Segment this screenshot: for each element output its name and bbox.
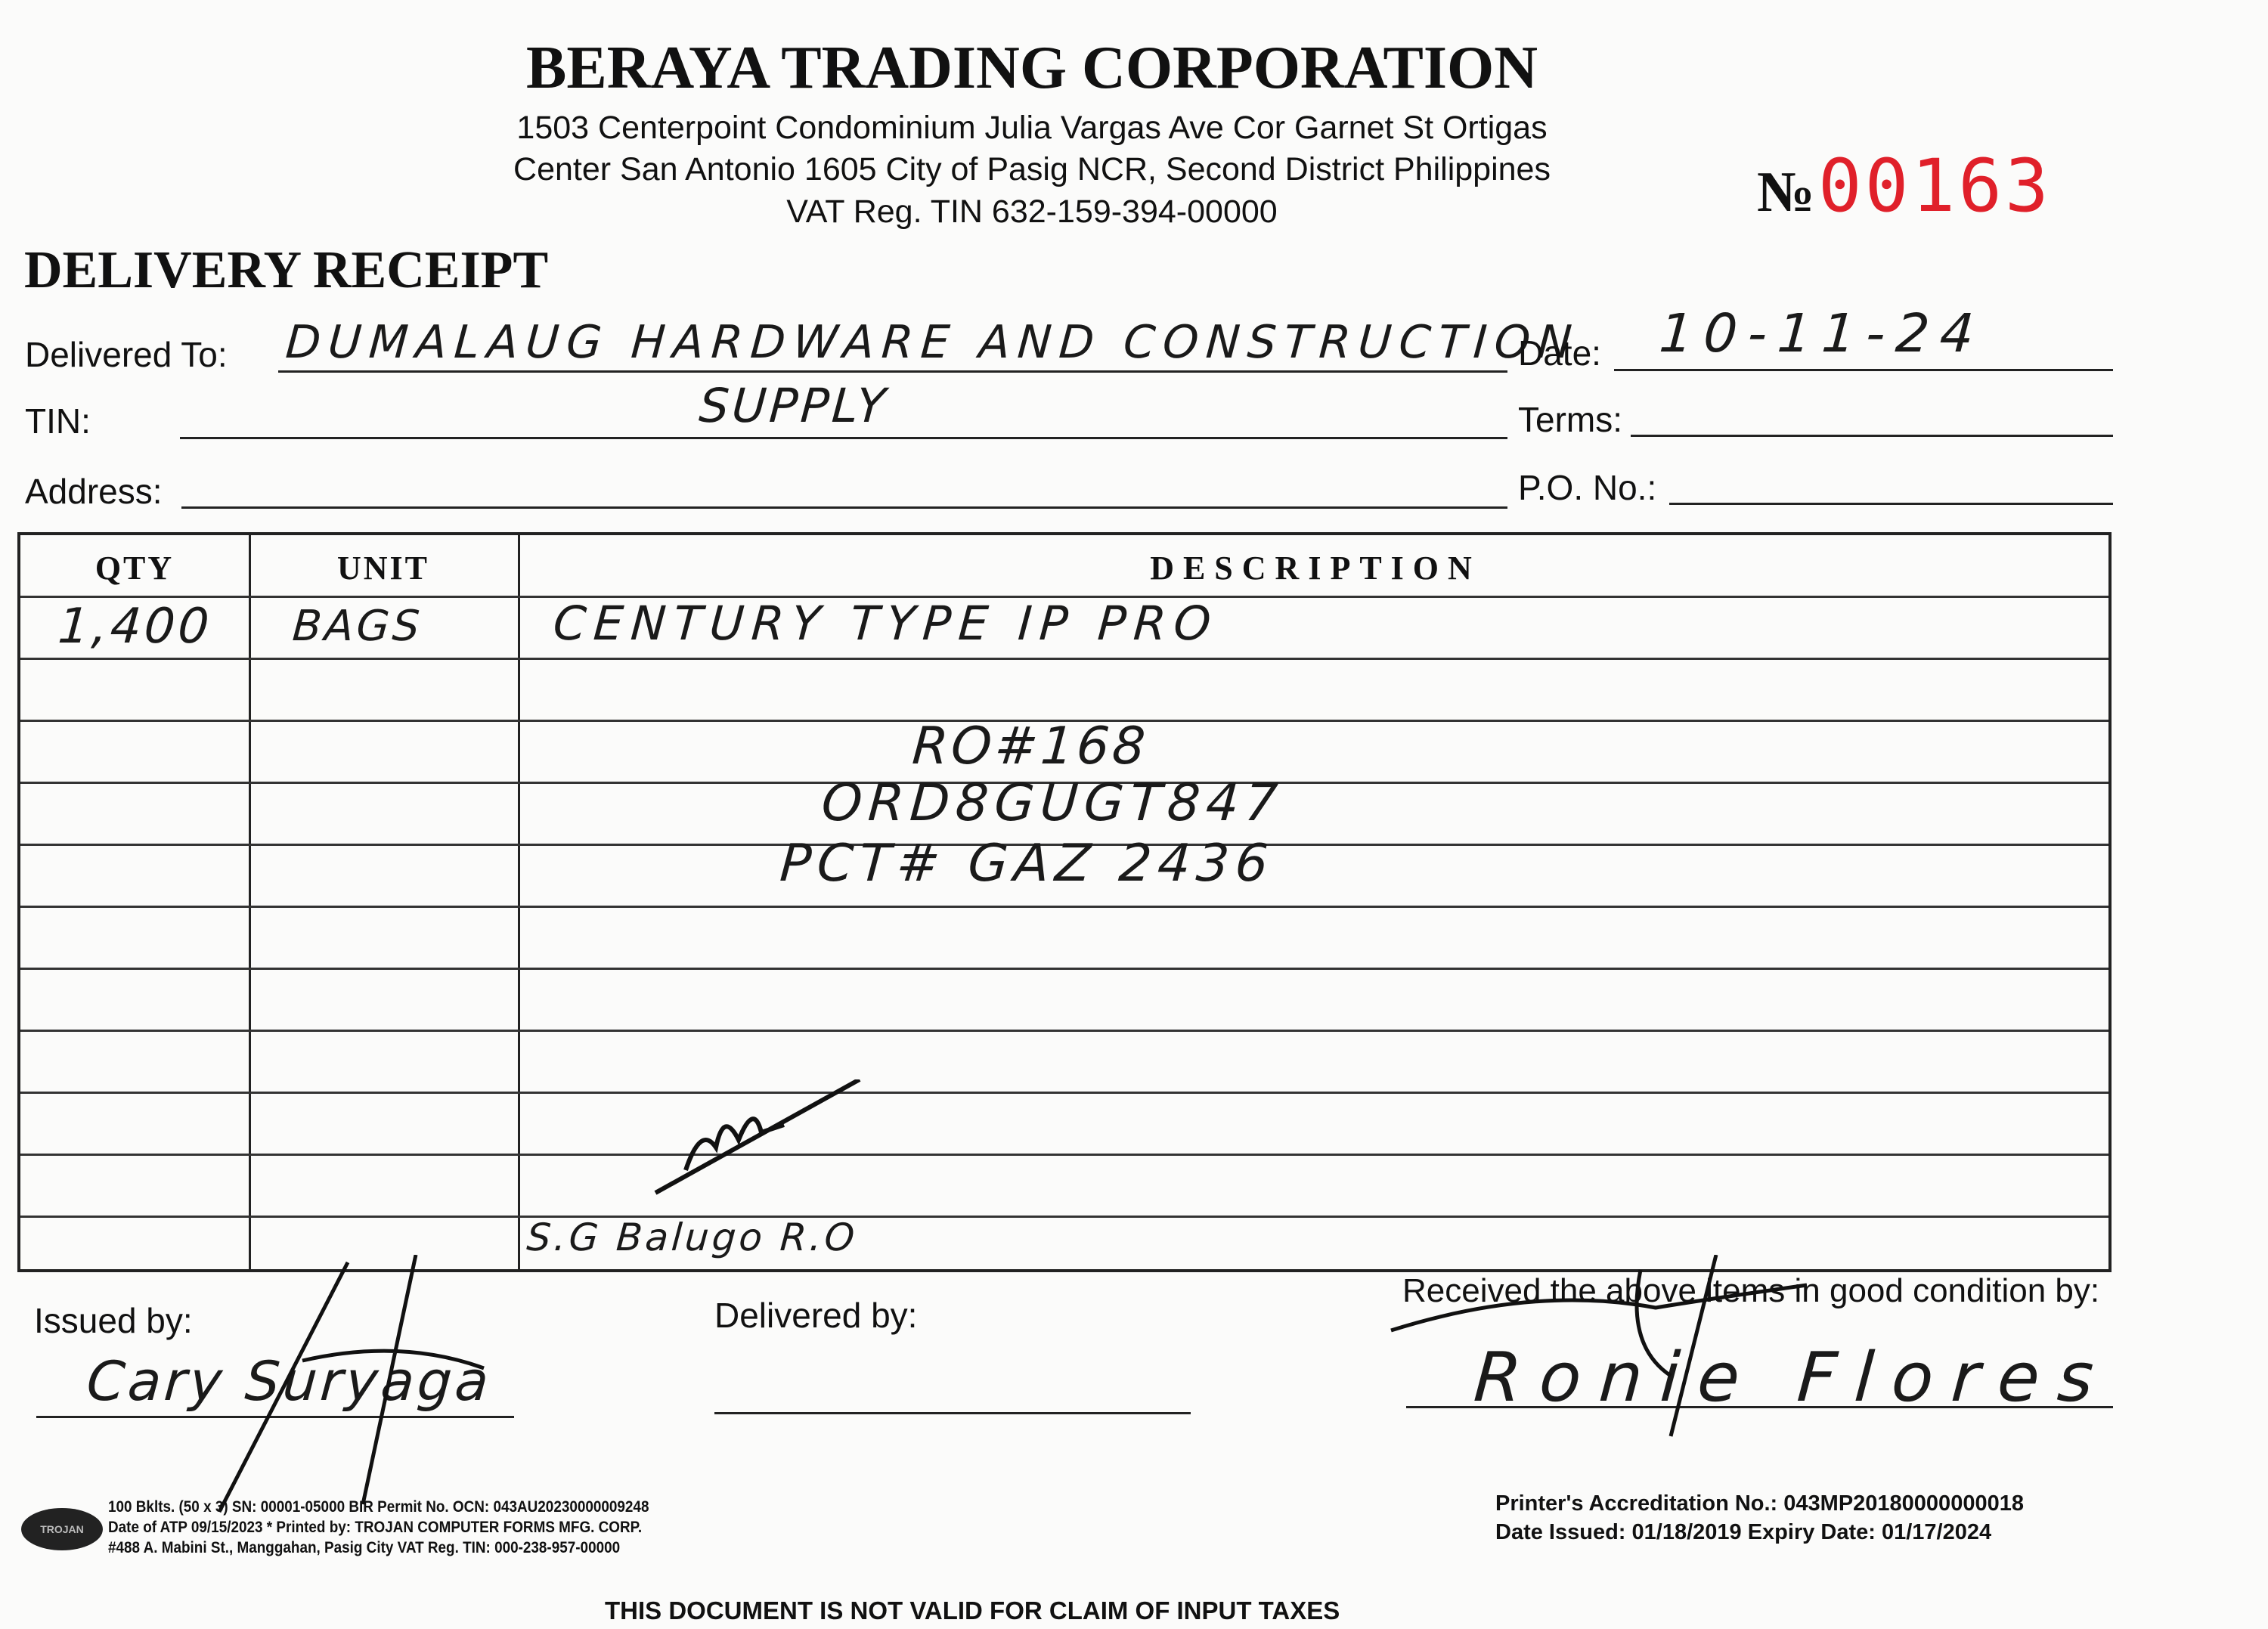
receipt-number: № 00163 — [1757, 144, 2052, 228]
row-divider — [20, 1030, 2108, 1032]
note-checker: S.G Balugo R.O — [525, 1216, 860, 1259]
date-value: 10-11-24 — [1657, 302, 1987, 364]
row-divider — [20, 844, 2108, 846]
checker-signature — [654, 1079, 861, 1195]
company-vat: VAT Reg. TIN 632-159-394-00000 — [786, 194, 1278, 230]
po-field[interactable] — [1669, 503, 2113, 505]
receipt-number-value: 00163 — [1817, 144, 2052, 228]
row-divider — [20, 658, 2108, 660]
delivered-by-line[interactable] — [714, 1412, 1191, 1414]
header-unit: UNIT — [336, 550, 430, 587]
accreditation-dates: Date Issued: 01/18/2019 Expiry Date: 01/… — [1495, 1520, 1992, 1544]
footer-line-3: #488 A. Mabini St., Manggahan, Pasig Cit… — [108, 1539, 621, 1556]
delivered-to-value: DUMALAUG HARDWARE AND CONSTRUCTION — [284, 316, 1582, 369]
note-pct: PCT# GAZ 2436 — [778, 834, 1276, 893]
tin-field[interactable] — [180, 437, 1507, 439]
row-divider — [20, 782, 2108, 784]
header-description: DESCRIPTION — [1150, 550, 1481, 587]
header-qty: QTY — [94, 550, 175, 587]
row-divider — [20, 1092, 2108, 1094]
delivered-to-value-2: SUPPLY — [697, 378, 891, 433]
items-table: QTY UNIT DESCRIPTION 1,400 BAGS CENTURY … — [17, 532, 2112, 1272]
company-address-2: Center San Antonio 1605 City of Pasig NC… — [513, 151, 1551, 187]
delivered-by-label: Delivered by: — [714, 1296, 918, 1335]
company-name: BERAYA TRADING CORPORATION — [525, 35, 1538, 101]
terms-field[interactable] — [1631, 435, 2113, 437]
po-label: P.O. No.: — [1518, 468, 1657, 507]
document-title: DELIVERY RECEIPT — [24, 241, 549, 299]
date-label: Date: — [1518, 333, 1601, 373]
printer-accreditation: Printer's Accreditation No.: 043MP201800… — [1495, 1491, 2024, 1516]
date-field[interactable] — [1614, 369, 2113, 371]
terms-label: Terms: — [1518, 400, 1622, 439]
footer-line-2: Date of ATP 09/15/2023 * Printed by: TRO… — [108, 1519, 643, 1536]
printer-logo-text: TROJAN — [40, 1523, 84, 1535]
tin-label: TIN: — [25, 401, 91, 441]
address-field[interactable] — [181, 506, 1507, 509]
delivered-to-field[interactable] — [278, 370, 1507, 373]
row-divider — [20, 1154, 2108, 1156]
row-divider — [20, 596, 2108, 598]
note-ro: RO#168 — [910, 717, 1151, 776]
receiver-signature — [1390, 1255, 1808, 1437]
printer-logo: TROJAN — [21, 1508, 103, 1550]
received-by-line[interactable] — [1406, 1406, 2113, 1408]
row-divider — [20, 1216, 2108, 1218]
row-unit: BAGS — [290, 602, 424, 651]
address-label: Address: — [25, 472, 163, 511]
issuer-signature — [217, 1255, 485, 1513]
row-description: CENTURY TYPE IP PRO — [551, 596, 1220, 651]
note-order: ORD8GUGT847 — [820, 773, 1286, 833]
number-sign: № — [1757, 160, 1815, 224]
row-divider — [20, 720, 2108, 722]
disclaimer: THIS DOCUMENT IS NOT VALID FOR CLAIM OF … — [605, 1596, 1340, 1624]
row-divider — [20, 968, 2108, 970]
company-address-1: 1503 Centerpoint Condominium Julia Varga… — [516, 110, 1548, 146]
footer-line-1: 100 Bklts. (50 x 3) SN: 00001-05000 BIR … — [108, 1498, 649, 1516]
delivered-to-label: Delivered To: — [25, 335, 228, 374]
row-qty: 1,400 — [56, 599, 214, 655]
issued-by-label: Issued by: — [34, 1301, 193, 1340]
issued-by-line[interactable] — [36, 1416, 514, 1418]
row-divider — [20, 906, 2108, 908]
